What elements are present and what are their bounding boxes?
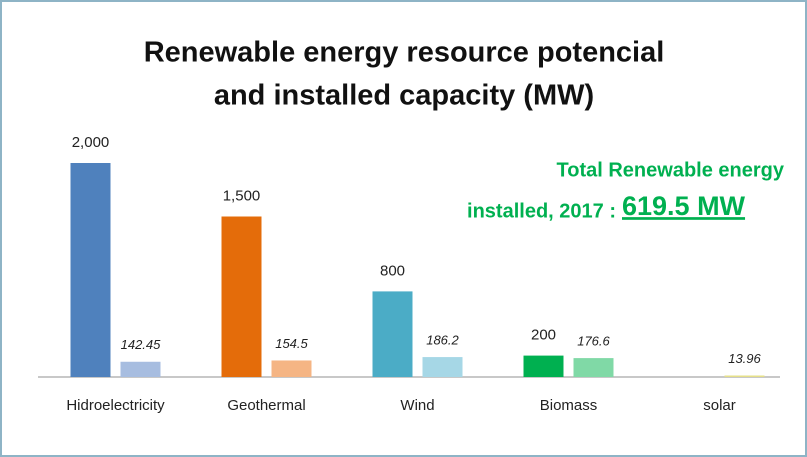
bar — [221, 216, 262, 377]
data-label: 1,500 — [223, 187, 261, 204]
data-label: 13.96 — [728, 351, 761, 366]
bar — [523, 355, 564, 377]
bar — [573, 358, 614, 377]
data-label: 200 — [531, 327, 556, 344]
annotation-highlight: 619.5 MW — [622, 191, 746, 221]
bar — [422, 357, 463, 377]
data-label: 154.5 — [275, 336, 308, 351]
bar — [271, 360, 312, 377]
data-label: 176.6 — [577, 334, 610, 349]
x-tick-label: solar — [703, 397, 736, 414]
bar — [120, 361, 161, 377]
bar — [372, 291, 413, 377]
bar — [70, 163, 111, 377]
x-tick-label: Biomass — [540, 397, 598, 414]
x-tick-label: Wind — [400, 397, 434, 414]
data-label: 186.2 — [426, 333, 459, 348]
x-tick-label: Geothermal — [227, 397, 305, 414]
bar — [724, 375, 765, 377]
chart-title: and installed capacity (MW) — [214, 80, 594, 112]
x-tick-label: Hidroelectricity — [66, 397, 165, 414]
annotation: Total Renewable energy — [557, 159, 785, 181]
data-label: 142.45 — [121, 337, 162, 352]
data-label: 800 — [380, 262, 405, 279]
chart-title: Renewable energy resource potencial — [144, 37, 665, 69]
annotation: installed, 2017 : — [467, 200, 616, 222]
data-label: 2,000 — [72, 134, 110, 151]
